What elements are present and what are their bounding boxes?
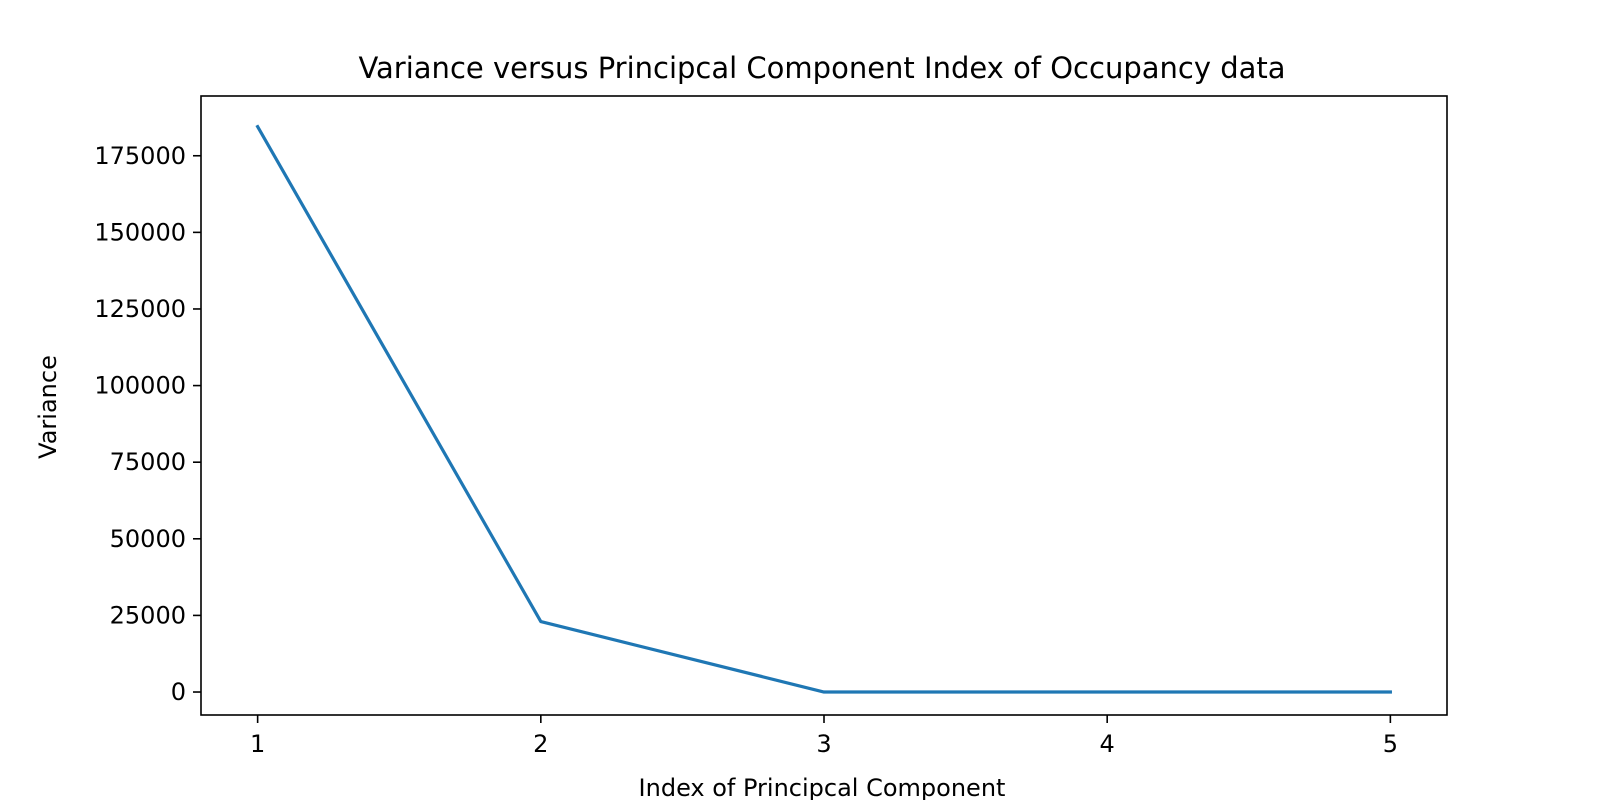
y-tick-label: 100000: [94, 372, 186, 400]
y-tick-label: 25000: [110, 601, 186, 629]
series-line: [255, 124, 1392, 694]
x-tick-label: 4: [1100, 730, 1115, 758]
x-tick-label: 3: [816, 730, 831, 758]
y-tick-label: 175000: [94, 142, 186, 170]
x-tick-label: 1: [250, 730, 265, 758]
plot-frame: [200, 95, 1448, 716]
y-tick-label: 0: [171, 678, 186, 706]
y-tick-label: 125000: [94, 295, 186, 323]
x-tick-label: 5: [1383, 730, 1398, 758]
y-tick-label: 75000: [110, 448, 186, 476]
y-axis-title: Variance: [34, 355, 62, 459]
plot-area: 1 2 3 4 5 0 25000 50000 75000 100000 125000 150000 1…: [94, 95, 1448, 758]
x-axis-title: Index of Principcal Component: [639, 774, 1006, 800]
y-tick-label: 50000: [110, 525, 186, 553]
x-tick-label: 2: [533, 730, 548, 758]
chart-title: Variance versus Principcal Component Ind…: [358, 51, 1285, 85]
y-tick-label: 150000: [94, 218, 186, 246]
